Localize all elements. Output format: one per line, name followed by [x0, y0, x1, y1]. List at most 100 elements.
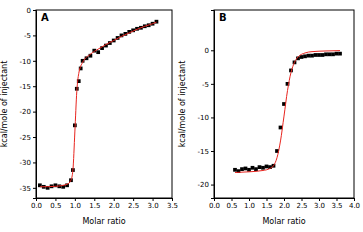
- data-point: [240, 167, 244, 171]
- x-tick-label: 0.5: [226, 202, 237, 210]
- x-axis: 0.00.51.01.52.02.53.03.54.0: [209, 198, 360, 210]
- panel: 0.00.51.01.52.02.53.03.54.0-20-15-10-50M…: [178, 10, 360, 226]
- x-tick: 0.5: [50, 198, 61, 210]
- x-tick: 3.5: [167, 198, 178, 210]
- y-tick-label: -35: [20, 185, 31, 193]
- x-tick-label: 1.5: [89, 202, 100, 210]
- y-axis: -20 -15 -10 -5 0: [198, 11, 215, 199]
- data-point: [251, 166, 255, 170]
- x-tick: 1.0: [70, 198, 81, 210]
- plot-frame: [36, 10, 172, 198]
- y-tick-mark: [211, 185, 214, 186]
- x-tick: 2.0: [109, 198, 120, 210]
- x-axis-title: Molar ratio: [262, 217, 305, 226]
- x-tick-label: 0.5: [50, 202, 61, 210]
- x-tick-mark: [284, 198, 285, 201]
- x-tick-label: 3.5: [167, 202, 178, 210]
- y-tick-label: -15: [20, 83, 31, 91]
- y-tick-label: -5: [24, 32, 31, 40]
- fit-line: [40, 22, 157, 187]
- x-tick-label: 2.0: [279, 202, 290, 210]
- plot-area: [233, 51, 342, 173]
- x-tick: 2.5: [296, 198, 307, 210]
- y-tick-mark: [33, 61, 36, 62]
- x-tick-mark: [114, 198, 115, 201]
- y-tick-mark: [33, 188, 36, 189]
- x-tick-label: 2.5: [128, 202, 139, 210]
- y-axis-title: kcal/mole of injectant: [0, 61, 9, 148]
- y-tick-mark: [33, 35, 36, 36]
- y-tick: -20: [20, 108, 36, 116]
- data-point: [317, 53, 321, 57]
- y-tick-label: -25: [20, 134, 31, 142]
- panel: 0.00.51.01.52.02.53.03.5-35-30-25-20-15-…: [0, 7, 178, 226]
- x-tick: 2.0: [279, 198, 290, 210]
- y-tick-mark: [33, 10, 36, 11]
- data-point: [307, 54, 311, 58]
- data-point: [258, 165, 262, 169]
- data-point: [324, 52, 328, 56]
- data-point: [338, 52, 342, 56]
- x-axis-line: [37, 199, 173, 202]
- x-tick-label: 3.5: [331, 202, 342, 210]
- y-tick-mark: [211, 117, 214, 118]
- y-tick: -15: [198, 148, 214, 156]
- x-tick: 0.0: [209, 198, 220, 210]
- x-tick-label: 2.5: [296, 202, 307, 210]
- data-point: [261, 166, 265, 170]
- y-tick: -10: [198, 114, 214, 122]
- y-tick-label: -20: [20, 108, 31, 116]
- y-tick: 0: [27, 7, 36, 15]
- data-point: [247, 168, 251, 172]
- y-tick-label: -15: [198, 148, 209, 156]
- x-tick-label: 3.0: [148, 202, 159, 210]
- y-tick-mark: [33, 112, 36, 113]
- x-tick: 1.0: [244, 198, 255, 210]
- x-tick-mark: [267, 198, 268, 201]
- x-tick: 3.5: [331, 198, 342, 210]
- x-tick-label: 3.0: [314, 202, 325, 210]
- x-tick-mark: [133, 198, 134, 201]
- panel-label: A: [41, 12, 49, 23]
- y-tick-label: 0: [205, 47, 209, 55]
- data-point: [310, 54, 314, 58]
- y-tick: -30: [20, 159, 36, 167]
- plot-frame: [214, 10, 354, 198]
- panel-label: B: [219, 12, 227, 23]
- x-tick-mark: [172, 198, 173, 201]
- y-tick-label: 0: [27, 7, 31, 15]
- x-tick: 0.5: [226, 198, 237, 210]
- y-tick: -25: [20, 134, 36, 142]
- x-tick-mark: [94, 198, 95, 201]
- data-point: [314, 53, 318, 57]
- y-tick-label: -20: [198, 181, 209, 189]
- y-tick: -5: [202, 81, 214, 89]
- y-tick-mark: [211, 84, 214, 85]
- x-tick-mark: [354, 198, 355, 201]
- data-point: [331, 52, 335, 56]
- y-tick: -5: [24, 32, 36, 40]
- x-tick: 3.0: [314, 198, 325, 210]
- x-tick: 1.5: [89, 198, 100, 210]
- y-tick-label: -30: [20, 159, 31, 167]
- fit-line: [235, 51, 340, 173]
- x-axis-title: Molar ratio: [82, 217, 125, 226]
- data-point: [265, 165, 269, 169]
- x-tick-label: 4.0: [349, 202, 360, 210]
- y-axis: -35 -30 -25 -20 -15 -10 -5 0: [20, 7, 37, 199]
- x-axis: 0.0 0.5 1.0 1.5 2.0 2.5 3.0 3.5: [31, 198, 178, 210]
- x-tick: 2.5: [128, 198, 139, 210]
- y-axis-line: [33, 11, 37, 199]
- data-point: [303, 54, 307, 58]
- y-tick-mark: [33, 137, 36, 138]
- x-tick-mark: [337, 198, 338, 201]
- y-tick: -35: [20, 185, 36, 193]
- y-tick-mark: [211, 50, 214, 51]
- data-point: [96, 50, 100, 54]
- x-tick: 0.0: [31, 198, 42, 210]
- x-tick: 3.0: [148, 198, 159, 210]
- x-tick-label: 0.0: [31, 202, 42, 210]
- x-tick-label: 1.0: [244, 202, 255, 210]
- y-tick-label: -10: [20, 58, 31, 66]
- y-tick: -15: [20, 83, 36, 91]
